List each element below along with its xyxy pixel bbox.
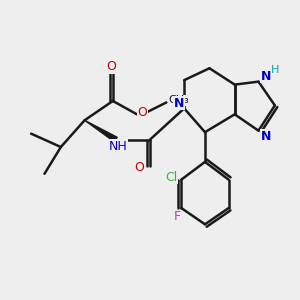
Text: H: H [271,65,279,75]
Text: CH₃: CH₃ [169,95,189,105]
Polygon shape [85,120,117,142]
Text: N: N [261,70,271,83]
Text: O: O [135,161,145,174]
Text: Cl: Cl [166,171,178,184]
Text: F: F [174,210,181,224]
Text: NH: NH [109,140,128,153]
Text: N: N [174,97,184,110]
Text: N: N [261,130,271,142]
Text: O: O [106,60,116,73]
Text: O: O [138,106,148,119]
